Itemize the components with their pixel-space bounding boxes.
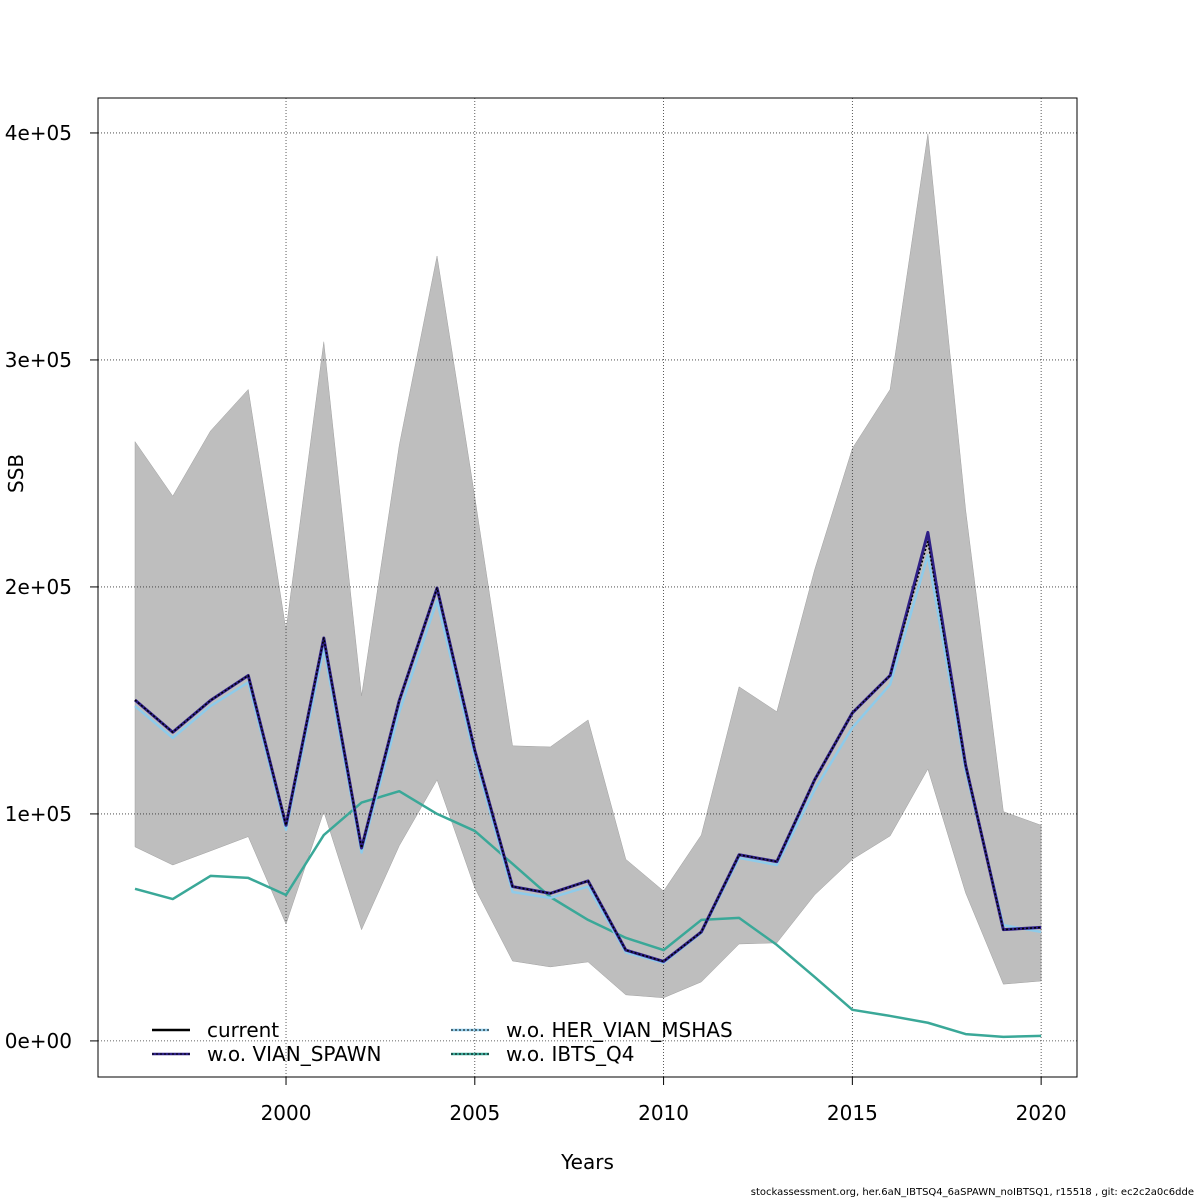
legend-label: current (207, 1018, 279, 1042)
y-tick-label: 2e+05 (5, 575, 72, 599)
series-line-current (134, 540, 1042, 963)
legend-label: w.o. HER_VIAN_MSHAS (506, 1018, 733, 1042)
series-line-w-o-ibts-q4 (134, 789, 1042, 1039)
x-tick-label: 2005 (449, 1101, 500, 1125)
x-tick-label: 2020 (1016, 1101, 1067, 1125)
x-axis-label: Years (560, 1150, 614, 1174)
series-line-w-o-her-vian-mshas (134, 553, 1042, 965)
y-tick-label: 1e+05 (5, 802, 72, 826)
y-tick-label: 4e+05 (5, 121, 72, 145)
legend-item: w.o. VIAN_SPAWN (152, 1042, 382, 1066)
legend-item: w.o. IBTS_Q4 (451, 1042, 634, 1066)
legend-item: current (152, 1018, 279, 1042)
plot-frame (97, 97, 1078, 1078)
x-tick-label: 2000 (261, 1101, 312, 1125)
legend-label: w.o. IBTS_Q4 (506, 1042, 634, 1066)
x-tick-label: 2015 (827, 1101, 878, 1125)
x-tick-label: 2010 (638, 1101, 689, 1125)
y-tick-label: 0e+00 (5, 1029, 72, 1053)
y-tick-label: 3e+05 (5, 348, 72, 372)
legend-label: w.o. VIAN_SPAWN (207, 1042, 382, 1066)
confidence-band (134, 133, 1042, 999)
legend-item: w.o. HER_VIAN_MSHAS (451, 1018, 733, 1042)
y-axis-label: SSB (4, 454, 28, 493)
footer-note: stockassessment.org, her.6aN_IBTSQ4_6aSP… (750, 1187, 1194, 1198)
